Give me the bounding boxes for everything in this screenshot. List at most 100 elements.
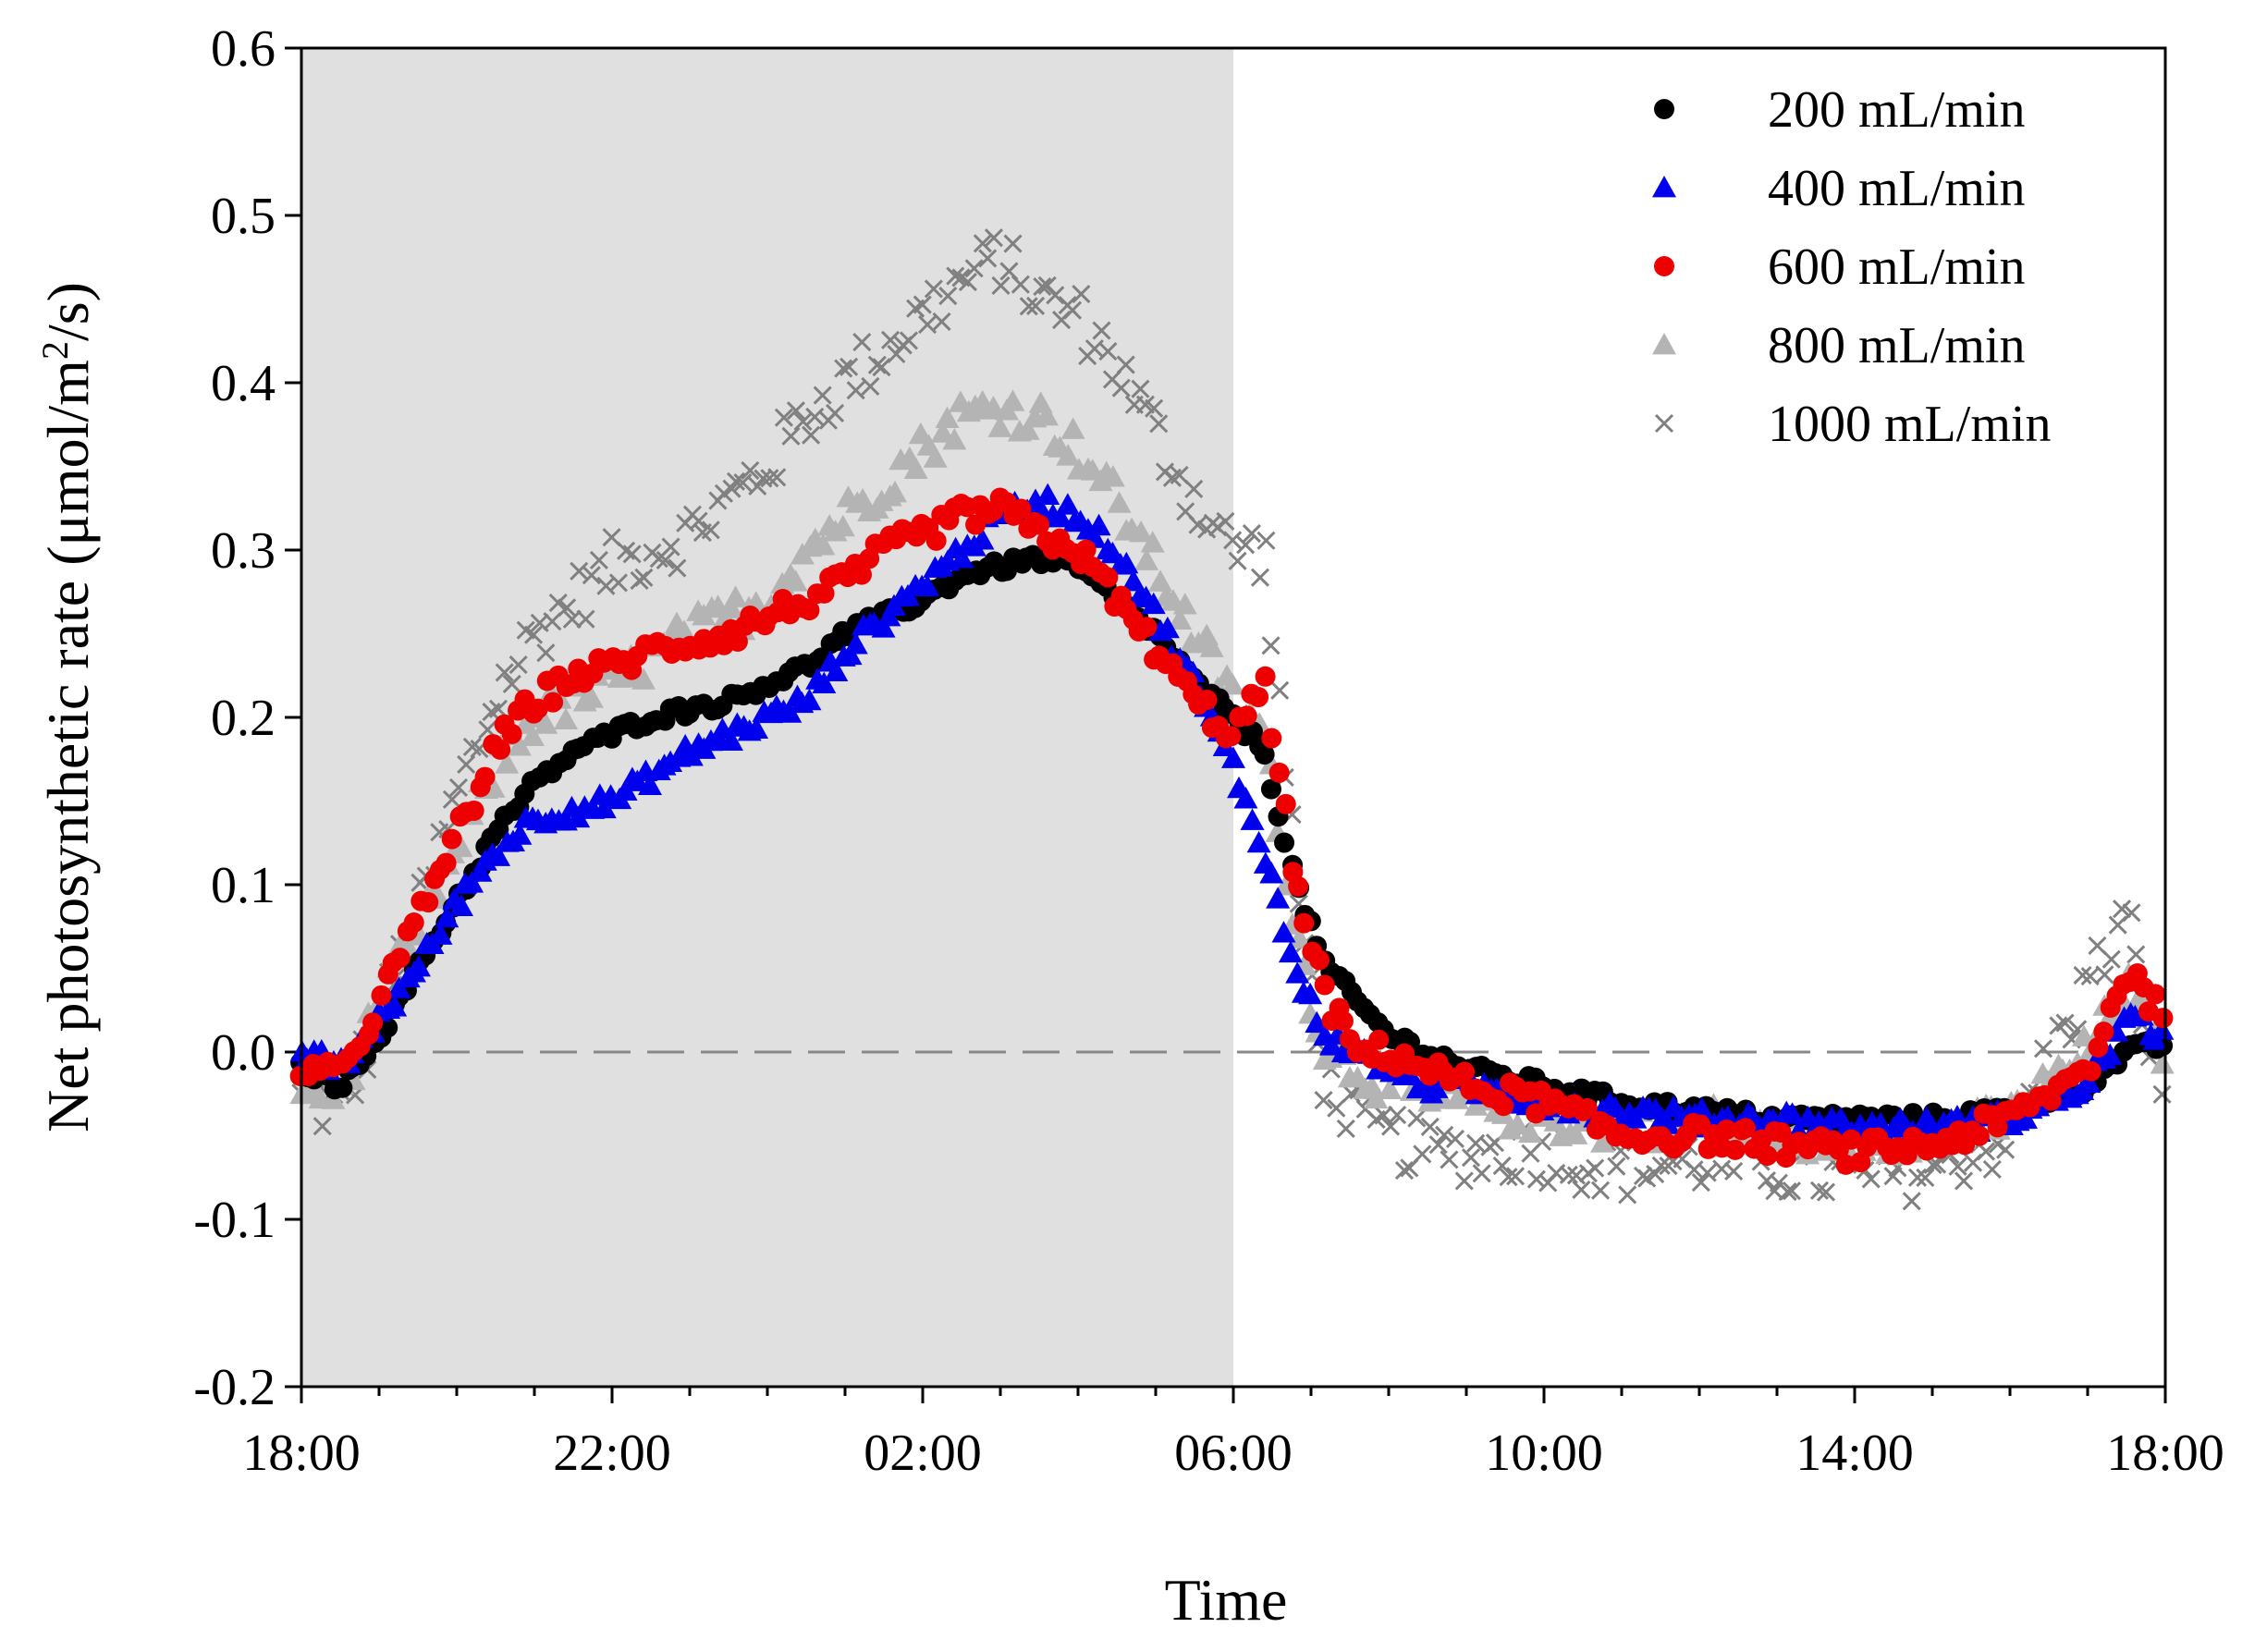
legend-marker [1654, 256, 1674, 276]
marker-stroke [984, 228, 1003, 248]
marker-stroke [1250, 568, 1270, 587]
marker-stroke [1499, 1168, 1518, 1187]
marker-stroke [1026, 296, 1046, 316]
data-point [1734, 1118, 1756, 1139]
marker-stroke [793, 411, 813, 432]
data-point [1114, 551, 1139, 574]
data-point [495, 663, 514, 682]
data-point [871, 616, 896, 638]
data-point [1841, 1129, 1862, 1150]
data-point [1141, 592, 1166, 615]
legend-label: 600 mL/min [1768, 239, 2025, 296]
data-point [913, 295, 932, 314]
marker-stroke [1927, 1155, 1947, 1174]
data-point [383, 995, 408, 1017]
data-point [613, 778, 638, 801]
data-point [1505, 1112, 1530, 1134]
data-point [1271, 921, 1296, 943]
data-point [1260, 778, 1281, 800]
data-point [851, 564, 872, 585]
data-point [744, 716, 769, 740]
marker-stroke [1782, 1181, 1802, 1201]
marker-stroke [1982, 1159, 2002, 1180]
marker-stroke [938, 287, 958, 306]
data-point [508, 823, 533, 845]
data-point [1275, 793, 1296, 814]
data-point [524, 625, 544, 644]
marker-stroke [1033, 276, 1052, 297]
data-point [543, 612, 562, 631]
marker-stroke [1228, 551, 1247, 570]
data-point [1168, 607, 1193, 630]
data-point [1996, 1140, 2016, 1159]
marker-stroke [1420, 1117, 1440, 1136]
data-point [991, 275, 1011, 296]
legend: 200 mL/min 400 mL/min 600 mL/min 800 mL/min… [1652, 81, 2051, 453]
marker-stroke [748, 476, 767, 496]
data-point [930, 421, 955, 443]
data-point [1266, 887, 1291, 909]
data-point [1440, 1150, 1459, 1169]
data-point [1236, 535, 1256, 555]
data-point [1518, 1120, 1543, 1144]
marker-stroke [1374, 1106, 1393, 1125]
y-tick-label: 0.2 [211, 690, 276, 747]
legend-label: 800 mL/min [1768, 317, 2025, 374]
marker-stroke [516, 620, 535, 640]
data-point [1968, 1125, 1990, 1146]
marker-stroke [861, 376, 880, 396]
data-point [495, 752, 520, 774]
data-point [1259, 862, 1284, 884]
marker-stroke [589, 550, 608, 569]
data-point [1782, 1181, 1802, 1201]
data-point [1250, 568, 1270, 587]
marker-stroke [805, 407, 825, 426]
marker-stroke [2080, 966, 2100, 986]
marker-stroke [786, 401, 805, 421]
marker-stroke [1145, 398, 1164, 418]
marker-stroke [1440, 1150, 1459, 1169]
data-point [812, 671, 837, 693]
data-point [846, 381, 865, 400]
data-point [783, 569, 808, 592]
marker-stroke [2033, 1039, 2053, 1059]
data-point [554, 707, 579, 729]
data-point [1492, 1156, 1512, 1176]
data-point [1056, 444, 1081, 466]
data-point [1576, 1097, 1598, 1119]
data-point [861, 376, 880, 396]
y-tick-label: -0.2 [193, 1359, 276, 1416]
x-tick-label: 18:00 [242, 1425, 361, 1482]
data-point [843, 632, 868, 655]
marker-stroke [1651, 1156, 1671, 1175]
data-point [1505, 1167, 1526, 1186]
x-axis-title: Time [1165, 1567, 1288, 1633]
marker-stroke [913, 295, 932, 314]
data-point [1716, 1119, 1737, 1140]
data-point [2088, 1036, 2109, 1058]
marker-stroke [1314, 1090, 1333, 1110]
marker-stroke [1092, 321, 1111, 340]
data-point [371, 985, 392, 1006]
data-point [1134, 548, 1159, 570]
marker-stroke [1216, 511, 1235, 532]
marker-stroke [999, 262, 1019, 281]
data-point [1435, 1125, 1454, 1144]
plot-frame [300, 46, 2167, 1389]
data-point [2033, 1039, 2053, 1059]
data-point [1445, 1129, 1465, 1149]
data-point [668, 558, 687, 578]
marker-stroke [802, 425, 821, 445]
marker-stroke [760, 469, 779, 488]
data-point [1029, 514, 1050, 535]
data-point [558, 598, 577, 618]
y-axis-title: Net photosynthetic rate (μmol/m2/s) [34, 282, 101, 1132]
marker-stroke [1472, 1164, 1491, 1183]
marker-stroke [1948, 1156, 1967, 1176]
data-point [1240, 808, 1265, 830]
y-tick-label: 0.1 [211, 857, 276, 914]
series-600-ml-min [289, 487, 2174, 1175]
data-point [701, 520, 720, 540]
marker-stroke [852, 332, 872, 352]
marker-stroke [1532, 1132, 1552, 1151]
